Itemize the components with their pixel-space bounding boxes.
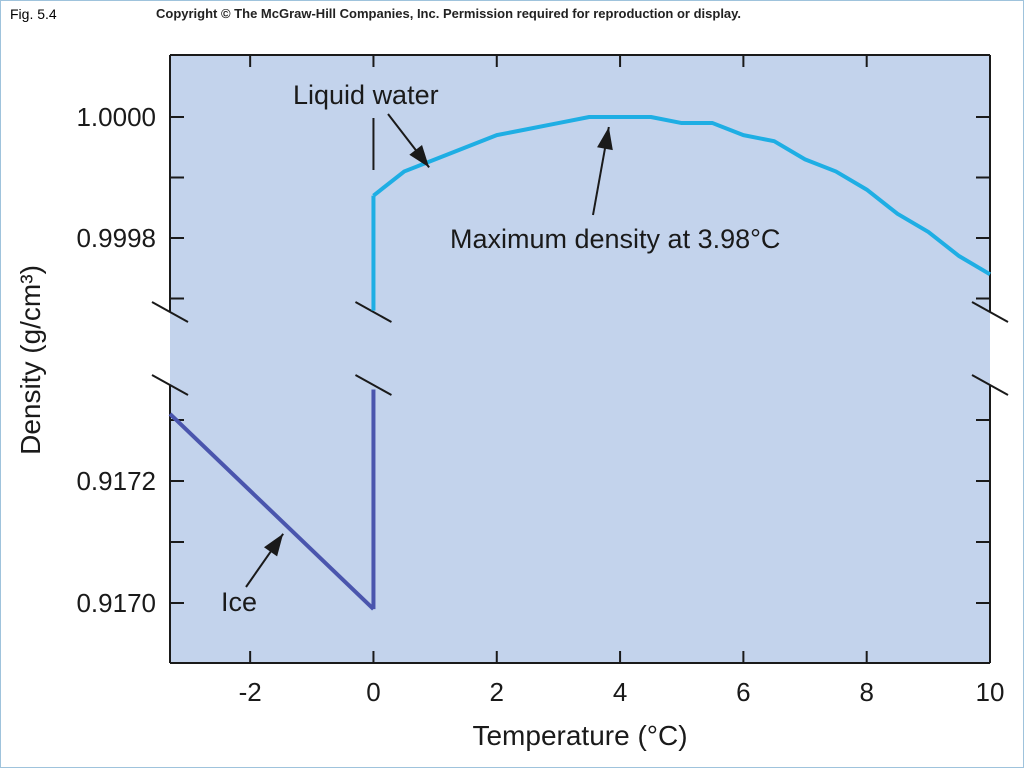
y-axis-title: Density (g/cm³) <box>15 265 46 455</box>
plot-background <box>170 55 990 663</box>
annotation-liquid-water: Liquid water <box>293 80 439 110</box>
x-tick-label: -2 <box>239 677 262 707</box>
arrow-max-density-head <box>597 127 613 151</box>
axes: -2 0 2 4 6 8 10 0.9998 1.0000 0.9170 0.9172 <box>76 54 1009 707</box>
axis-break-mark <box>971 374 1009 396</box>
y-tick-label: 0.9998 <box>76 223 156 253</box>
arrow-ice-head <box>263 533 284 557</box>
liquid-water-curve <box>372 115 992 277</box>
x-tick-label: 4 <box>613 677 627 707</box>
x-axis-title: Temperature (°C) <box>472 720 687 751</box>
x-tick-label: 2 <box>490 677 504 707</box>
x-tick-label: 10 <box>976 677 1005 707</box>
axis-break-mark <box>354 374 392 396</box>
arrow-liquid-water-head <box>409 145 430 168</box>
axis-break-mark <box>151 374 189 396</box>
annotations: Liquid water Maximum density at 3.98°C Ice <box>221 80 780 617</box>
copyright-notice: Copyright © The McGraw-Hill Companies, I… <box>156 6 742 21</box>
y-tick-label: 0.9170 <box>76 588 156 618</box>
x-tick-label: 8 <box>859 677 873 707</box>
axis-break-mark <box>151 301 189 323</box>
figure-label: Fig. 5.4 <box>10 6 57 22</box>
series <box>168 115 992 611</box>
x-tick-label: 0 <box>366 677 380 707</box>
y-tick-label: 1.0000 <box>76 102 156 132</box>
x-tick-label: 6 <box>736 677 750 707</box>
axis-break-mark <box>971 301 1009 323</box>
y-tick-label: 0.9172 <box>76 466 156 496</box>
axis-break-mark <box>354 301 392 323</box>
ice-line <box>168 412 375 611</box>
annotation-ice: Ice <box>221 587 257 617</box>
annotation-max-density: Maximum density at 3.98°C <box>450 224 780 254</box>
